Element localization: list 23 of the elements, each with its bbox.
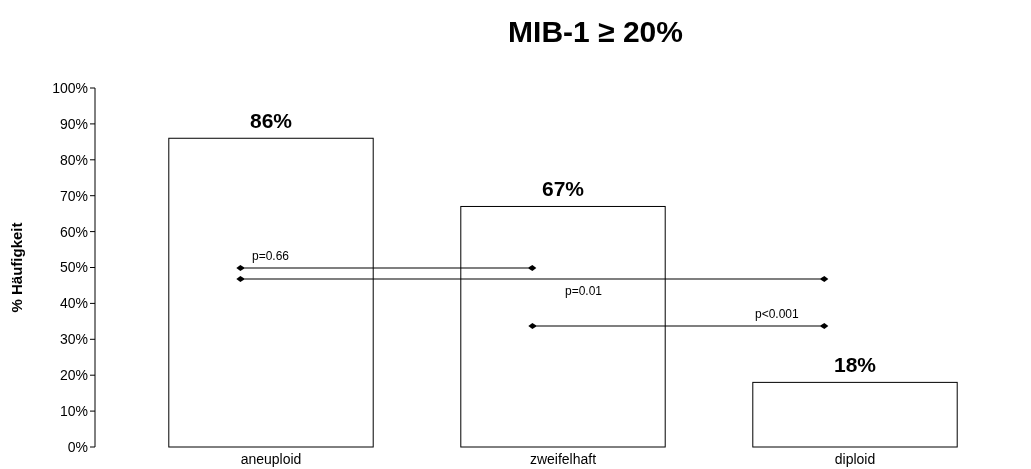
data-label: 18% bbox=[833, 353, 877, 377]
x-tick-label: diploid bbox=[834, 451, 876, 467]
x-tick-label: zweifelhaft bbox=[529, 451, 597, 467]
annotation: p=0.01 bbox=[565, 284, 603, 298]
y-tick-label: 40% bbox=[59, 295, 88, 312]
y-tick-label: 30% bbox=[59, 331, 88, 348]
y-tick-label: 0% bbox=[67, 438, 88, 455]
data-label: 67% bbox=[541, 177, 585, 201]
x-tick-label: aneuploid bbox=[240, 451, 302, 467]
y-tick-label: 10% bbox=[59, 403, 88, 419]
y-tick-label: 70% bbox=[59, 187, 88, 204]
annotation: p=0.66 bbox=[252, 249, 290, 263]
y-tick-label: 80% bbox=[59, 151, 88, 168]
data-label: 86% bbox=[249, 109, 293, 133]
chart-title: MIB-1 ≥ 20% bbox=[508, 15, 683, 48]
bar bbox=[752, 381, 958, 448]
y-tick-label: 90% bbox=[59, 115, 88, 132]
y-tick-label: 100% bbox=[52, 79, 88, 96]
y-tick-label: 60% bbox=[59, 223, 88, 240]
y-tick-label: 50% bbox=[59, 259, 88, 276]
y-tick-label: 20% bbox=[59, 367, 88, 384]
annotation: p<0.001 bbox=[755, 307, 800, 321]
y-axis-title: % Häufigkeit bbox=[8, 222, 25, 313]
